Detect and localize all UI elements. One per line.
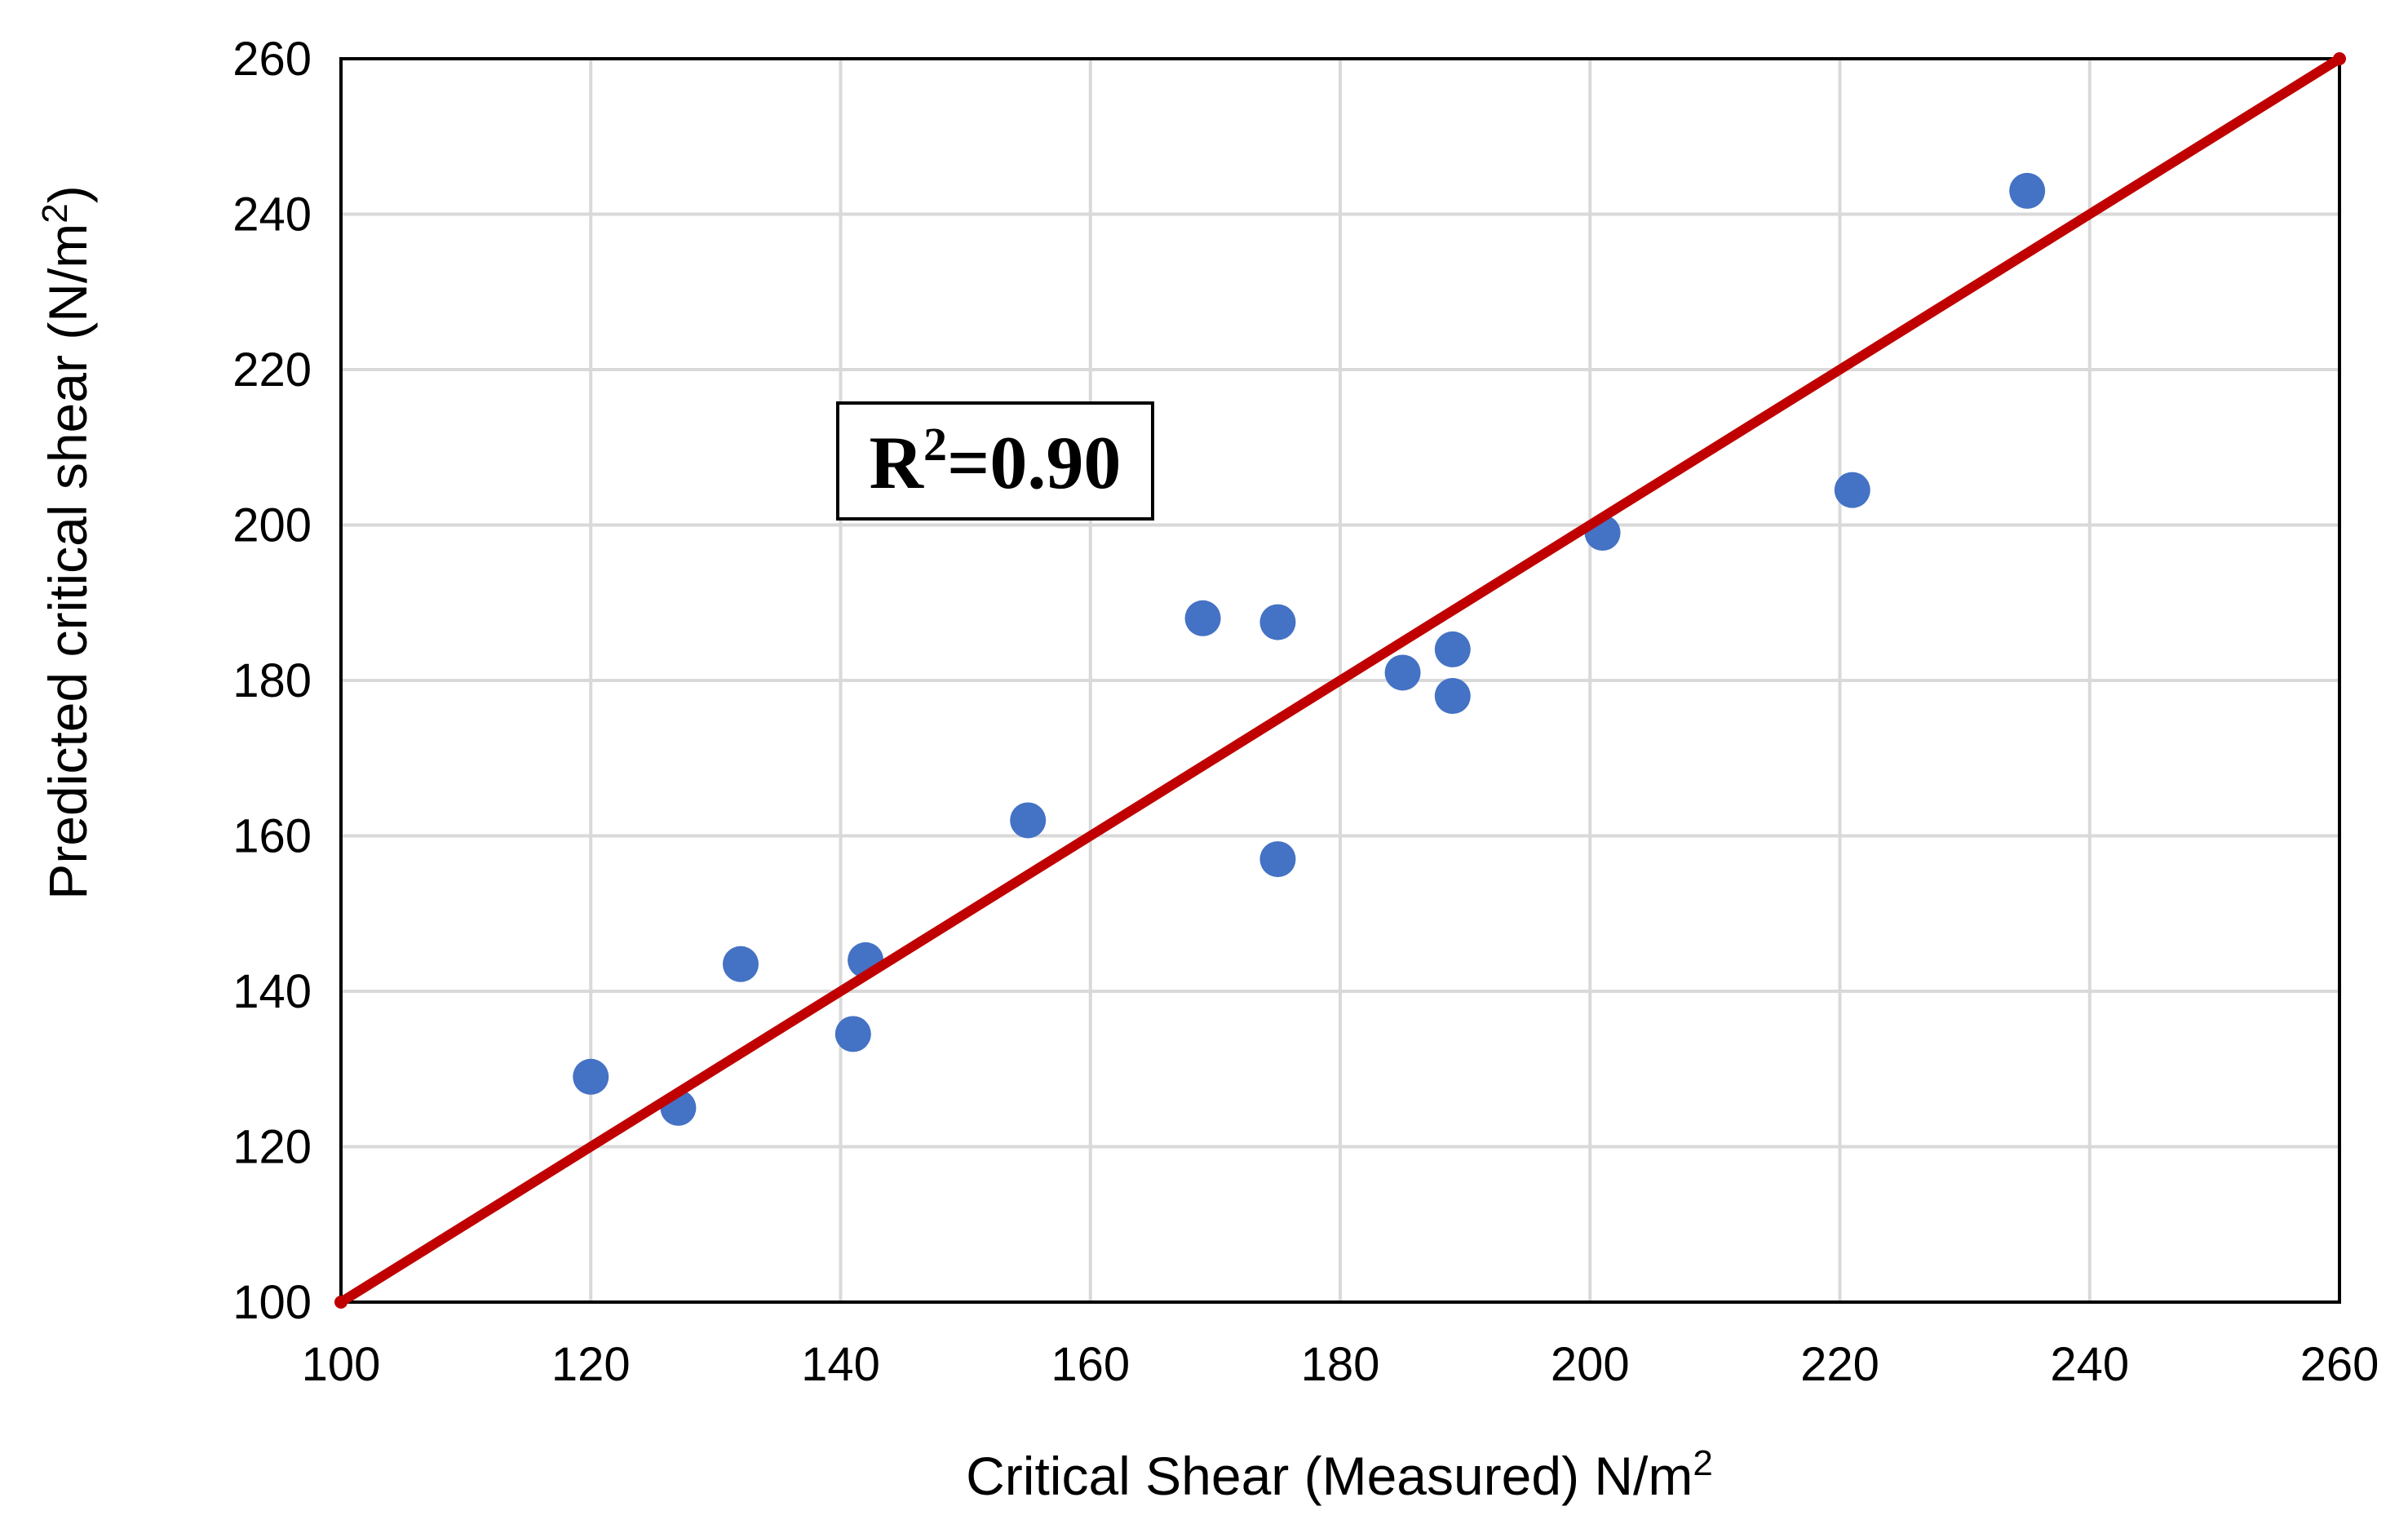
r-squared-box — [836, 401, 1154, 521]
y-tick-label: 220 — [232, 343, 312, 397]
data-point — [1434, 678, 1471, 715]
r-squared-superscript: 2 — [923, 418, 947, 471]
x-axis-title: Critical Shear (Measured) N/m2 — [966, 1443, 1713, 1506]
y-tick-label: 200 — [232, 499, 312, 552]
data-point — [1434, 631, 1471, 667]
r-squared-value: =0.90 — [947, 421, 1121, 504]
x-tick-label: 240 — [2050, 1338, 2129, 1391]
y-tick-label: 240 — [232, 188, 312, 241]
data-point — [834, 1016, 871, 1052]
x-tick-label: 220 — [1800, 1338, 1879, 1391]
line-endpoint — [334, 1296, 347, 1309]
data-point — [2009, 172, 2046, 209]
data-point — [1384, 654, 1421, 691]
data-point — [573, 1058, 609, 1095]
data-point — [1834, 472, 1870, 508]
x-tick-label: 160 — [1051, 1338, 1130, 1391]
data-point — [1184, 600, 1221, 636]
plot-area-border — [339, 57, 2341, 1304]
x-tick-label: 180 — [1301, 1338, 1380, 1391]
y-axis-title: Predicted critical shear (N/m2) — [35, 185, 98, 899]
r-squared-main: R — [870, 421, 925, 504]
y-axis-title-superscript: 2 — [35, 203, 75, 223]
data-point — [1259, 841, 1296, 878]
x-tick-label: 200 — [1551, 1338, 1630, 1391]
y-tick-label: 120 — [232, 1121, 312, 1174]
x-tick-label: 120 — [551, 1338, 631, 1391]
y-axis-title-close: ) — [38, 185, 98, 203]
y-tick-label: 100 — [232, 1276, 312, 1329]
x-tick-label: 140 — [801, 1338, 880, 1391]
r-squared-label: R2=0.90 — [870, 418, 1122, 504]
x-tick-label: 260 — [2300, 1338, 2379, 1391]
x-tick-label: 100 — [302, 1338, 381, 1391]
line-endpoint — [2333, 52, 2346, 65]
y-axis-title-text: Predicted critical shear (N/m — [38, 224, 98, 900]
plot-frame — [339, 57, 2341, 1304]
y-tick-label: 160 — [232, 810, 312, 863]
one-to-one-line — [336, 54, 2344, 1307]
data-point — [723, 946, 759, 982]
data-point — [1010, 802, 1047, 839]
data-series — [334, 52, 2346, 1309]
tick-labels: 100 120 140 160 180 200 220 240 260 100 120 140 160 1… — [232, 33, 2379, 1391]
x-axis-title-text: Critical Shear (Measured) N/m — [966, 1446, 1693, 1506]
data-point — [1259, 604, 1296, 640]
x-axis-title-superscript: 2 — [1693, 1443, 1712, 1483]
y-tick-label: 260 — [232, 33, 312, 86]
y-tick-label: 180 — [232, 654, 312, 707]
r-squared-annotation: R2=0.90 — [836, 401, 1154, 521]
y-tick-label: 140 — [232, 965, 312, 1018]
